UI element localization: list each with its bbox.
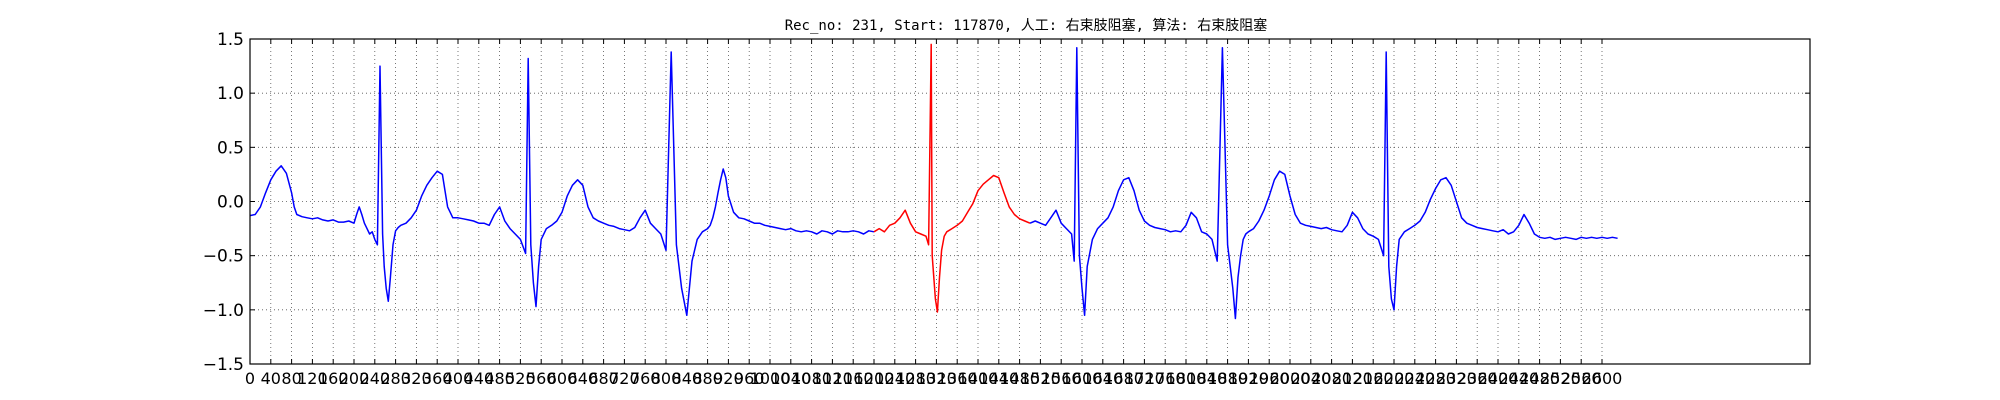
x-tick-label: 640	[568, 369, 599, 388]
y-tick-label: 0.0	[217, 193, 244, 213]
x-tick-label: 240	[360, 369, 391, 388]
x-tick-label: 1160	[833, 369, 874, 388]
x-tick-label: 2520	[1540, 369, 1581, 388]
x-tick-label: 1920	[1228, 369, 1269, 388]
x-tick-label: 1240	[874, 369, 915, 388]
x-tick-label: 280	[380, 369, 411, 388]
x-tick-label: 0	[245, 369, 255, 388]
x-tick-label: 1800	[1166, 369, 1207, 388]
x-tick-label: 2200	[1374, 369, 1415, 388]
y-axis: 1.5 1.0 0.5 0.0 −0.5 −1.0 −1.5	[203, 30, 1810, 375]
x-tick-label: 1560	[1041, 369, 1082, 388]
x-tick-label: 1440	[978, 369, 1019, 388]
x-tick-label: 960	[734, 369, 765, 388]
x-tick-label: 1120	[812, 369, 853, 388]
x-tick-label: 920	[713, 369, 744, 388]
x-tick-label: 2400	[1478, 369, 1519, 388]
x-tick-label: 120	[297, 369, 328, 388]
y-tick-label: 1.5	[217, 30, 244, 50]
x-tick-label: 320	[401, 369, 432, 388]
x-tick-label: 2280	[1415, 369, 1456, 388]
x-tick-label: 1200	[854, 369, 895, 388]
ecg-series-line-3	[1029, 46, 1618, 320]
x-tick-label: 1880	[1207, 369, 1248, 388]
y-tick-label: −1.5	[203, 355, 244, 375]
x-tick-label: 2440	[1498, 369, 1539, 388]
x-tick-label: 1760	[1145, 369, 1186, 388]
x-tick-label: 2560	[1561, 369, 1602, 388]
x-tick-label: 200	[339, 369, 370, 388]
x-tick-label: 2000	[1270, 369, 1311, 388]
chart-title: Rec_no: 231, Start: 117870, 人工: 右束肢阻塞, 算…	[785, 17, 1268, 34]
x-tick-label: 520	[505, 369, 536, 388]
x-tick-label: 160	[318, 369, 349, 388]
x-tick-label: 2480	[1519, 369, 1560, 388]
x-tick-label: 1360	[937, 369, 978, 388]
x-tick-label: 560	[526, 369, 557, 388]
x-tick-label: 1480	[999, 369, 1040, 388]
y-tick-label: 0.5	[217, 138, 244, 158]
x-tick-label: 440	[464, 369, 495, 388]
ecg-series-line-2	[873, 43, 1031, 313]
x-tick-label: 2080	[1311, 369, 1352, 388]
y-tick-label: −0.5	[203, 247, 244, 267]
y-tick-label: 1.0	[217, 84, 244, 104]
grid	[250, 39, 1810, 364]
x-tick-label: 2360	[1457, 369, 1498, 388]
x-tick-label: 400	[443, 369, 474, 388]
ecg-series-line-1	[249, 51, 875, 317]
x-tick-label: 1320	[916, 369, 957, 388]
x-tick-label: 880	[692, 369, 723, 388]
x-tick-label: 1280	[895, 369, 936, 388]
x-tick-label: 1400	[958, 369, 999, 388]
x-tick-label: 40	[261, 369, 281, 388]
x-tick-label: 360	[422, 369, 453, 388]
x-tick-label: 1640	[1082, 369, 1123, 388]
x-tick-label: 1840	[1186, 369, 1227, 388]
x-tick-label: 720	[609, 369, 640, 388]
x-tick-label: 1080	[791, 369, 832, 388]
x-tick-label: 1960	[1249, 369, 1290, 388]
x-tick-label: 2120	[1332, 369, 1373, 388]
x-tick-label: 1600	[1062, 369, 1103, 388]
x-tick-label: 1520	[1020, 369, 1061, 388]
x-tick-label: 480	[484, 369, 515, 388]
x-tick-label: 1040	[770, 369, 811, 388]
ecg-series	[249, 43, 1618, 320]
x-tick-label: 600	[547, 369, 578, 388]
x-tick-label: 1000	[750, 369, 791, 388]
x-tick-label: 2240	[1394, 369, 1435, 388]
x-tick-label: 840	[672, 369, 703, 388]
x-tick-label: 2600	[1582, 369, 1623, 388]
x-tick-label: 80	[281, 369, 301, 388]
x-axis: 0 40 8012016020024028032036040044048052056…	[245, 39, 1622, 388]
x-tick-label: 1680	[1103, 369, 1144, 388]
x-tick-label: 2040	[1290, 369, 1331, 388]
x-tick-label: 680	[588, 369, 619, 388]
x-tick-label: 2160	[1353, 369, 1394, 388]
x-tick-label: 1720	[1124, 369, 1165, 388]
x-tick-label: 2320	[1436, 369, 1477, 388]
y-tick-label: −1.0	[203, 301, 244, 321]
x-tick-label: 800	[651, 369, 682, 388]
x-tick-label: 760	[630, 369, 661, 388]
